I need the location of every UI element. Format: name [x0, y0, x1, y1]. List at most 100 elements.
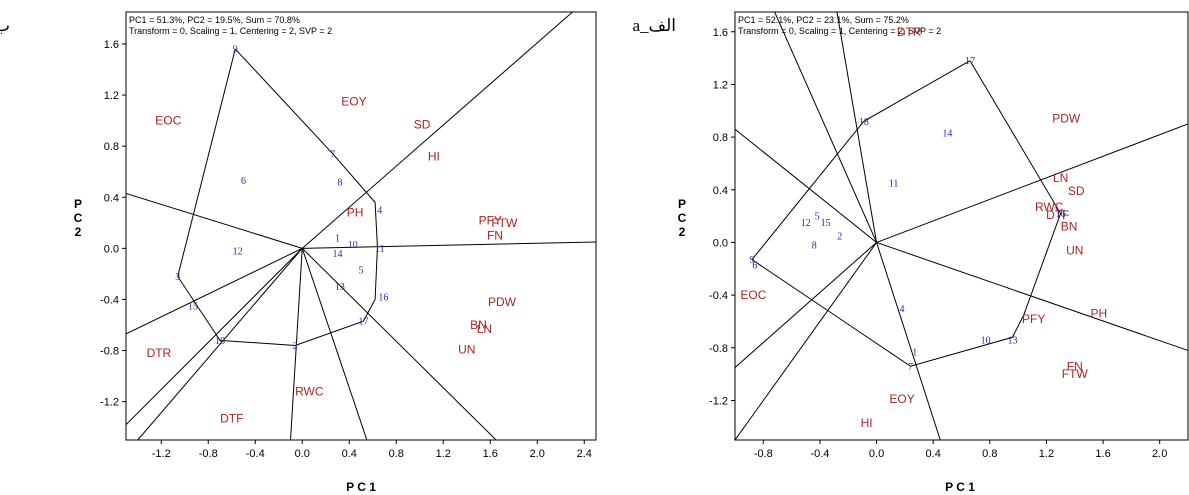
x-tick-label-b-4: 0.4	[342, 448, 357, 460]
genotype-label-a-2: 2	[837, 231, 842, 242]
y-tick-label-b-6: 1.2	[104, 90, 119, 102]
genotype-label-b-1: 1	[335, 234, 340, 245]
y-tick-label-b-0: -1.2	[100, 397, 119, 409]
x-tick-label-b-9: 2.4	[577, 448, 592, 460]
y-tick-label-b-1: -0.8	[100, 346, 119, 358]
genotype-label-b-12: 12	[233, 246, 243, 257]
genotype-label-a-7: 7	[908, 362, 913, 373]
trait-label-b-pdw: PDW	[488, 295, 517, 309]
y-tick-label-b-2: -0.4	[100, 294, 119, 306]
y-axis-b: -1.2 -0.8 -0.4 0.0 0.4 0.8 1.2 1.6	[100, 39, 126, 409]
x-axis-label-a: P C 1	[945, 480, 975, 494]
trait-label-b-ln: LN	[477, 322, 492, 336]
y-axis-label-a: P C 2	[678, 197, 687, 239]
sector-ray-b-1	[126, 192, 303, 249]
y-tick-label-b-3: 0.0	[104, 243, 119, 255]
x-tick-label-a-7: 2.0	[1152, 448, 1167, 460]
trait-label-a-rwc: RWC	[1035, 200, 1064, 214]
y-tick-label-a-1: -0.8	[709, 343, 728, 355]
genotype-label-b-11: 11	[375, 244, 385, 255]
trait-label-b-dtf: DTF	[220, 411, 243, 425]
genotype-label-b-17: 17	[358, 317, 368, 328]
genotype-label-a-13: 13	[1007, 335, 1017, 346]
header-line1-a: PC1 = 52.1%, PC2 = 23.1%, Sum = 75.2%	[738, 15, 909, 25]
sector-ray-b-2	[302, 241, 596, 249]
genotype-label-b-13: 13	[335, 282, 345, 293]
sector-ray-a-7	[876, 242, 941, 440]
x-axis-b: -1.2 -0.8 -0.4 0.0 0.4 0.8 1.2 1.6 2.0 2.4	[152, 440, 592, 460]
header-line2-b: Transform = 0, Scaling = 1, Centering = …	[129, 26, 332, 36]
y-axis-a: -1.2 -0.8 -0.4 0.0 0.4 0.8 1.2 1.6	[709, 27, 735, 407]
sector-rays-b	[126, 12, 596, 440]
trait-label-a-hi: HI	[861, 416, 873, 430]
trait-label-a-pfy: PFY	[1022, 312, 1045, 326]
trait-label-b-sd: SD	[414, 117, 431, 131]
sector-ray-a-5	[735, 242, 877, 368]
trait-label-b-ph: PH	[347, 206, 364, 220]
trait-label-a-dtf: DTF	[1046, 208, 1069, 222]
x-tick-label-b-8: 2.0	[530, 448, 545, 460]
trait-label-a-ph: PH	[1090, 307, 1107, 321]
genotype-label-a-16: 16	[1056, 209, 1066, 220]
genotype-label-b-14: 14	[333, 249, 343, 260]
genotype-label-b-18: 18	[215, 336, 225, 347]
y-axis-label-b: P C 2	[74, 197, 83, 239]
trait-label-b-un: UN	[458, 342, 475, 356]
trait-label-a-fn: FN	[1067, 359, 1083, 373]
trait-label-a-un: UN	[1066, 243, 1083, 257]
y-tick-label-a-2: -0.4	[709, 290, 728, 302]
genotype-label-b-16: 16	[378, 292, 388, 303]
sector-ray-b-5	[126, 248, 303, 426]
sector-ray-b-3	[301, 12, 573, 249]
genotype-label-b-5: 5	[359, 266, 364, 277]
y-axis-label-b-line2: C	[74, 211, 83, 225]
genotype-label-a-5: 5	[815, 212, 820, 223]
genotype-label-b-15: 15	[188, 301, 198, 312]
genotype-label-a-11: 11	[889, 179, 899, 190]
x-tick-label-a-3: 0.4	[926, 448, 941, 460]
trait-label-a-eoc: EOC	[740, 288, 766, 302]
panel-label-a: الف_a	[632, 16, 676, 35]
sector-ray-b-9	[301, 248, 497, 440]
genotype-label-a-8: 8	[812, 241, 817, 252]
trait-label-b-bn: BN	[470, 318, 487, 332]
plot-frame-a	[734, 11, 1189, 441]
sector-ray-a-3	[876, 241, 1189, 351]
genotype-label-b-9: 9	[233, 45, 238, 56]
x-tick-label-a-6: 1.6	[1095, 448, 1110, 460]
genotype-label-b-10: 10	[348, 240, 358, 251]
x-tick-label-b-1: -0.8	[199, 448, 218, 460]
x-tick-label-b-3: 0.0	[295, 448, 310, 460]
genotype-label-a-14: 14	[942, 129, 952, 140]
sector-ray-a-8	[836, 12, 878, 243]
y-tick-label-b-7: 1.6	[104, 39, 119, 51]
plot-frame-b	[125, 11, 597, 441]
genotype-label-b-2: 2	[293, 341, 298, 352]
x-tick-label-b-2: -0.4	[246, 448, 265, 460]
sector-ray-a-4	[735, 128, 877, 243]
trait-label-b-dtr: DTR	[147, 346, 172, 360]
y-axis-label-b-line1: P	[74, 197, 82, 211]
y-tick-label-b-4: 0.4	[104, 192, 119, 204]
genotype-label-a-9: 9	[749, 255, 754, 266]
trait-label-a-pdw: PDW	[1052, 112, 1081, 126]
genotype-label-a-12: 12	[801, 218, 811, 229]
trait-label-a-dtr: DTR	[897, 25, 922, 39]
polygon-a	[751, 60, 1062, 367]
x-tick-label-b-7: 1.6	[483, 448, 498, 460]
y-tick-label-a-3: 0.0	[713, 237, 728, 249]
genotype-label-a-15: 15	[821, 218, 831, 229]
header-line2-a: Transform = 0, Scaling = 1, Centering = …	[738, 26, 941, 36]
x-tick-label-b-5: 0.8	[389, 448, 404, 460]
sector-ray-b-7	[290, 248, 303, 440]
genotype-label-a-10: 10	[981, 335, 991, 346]
y-tick-label-a-7: 1.6	[713, 27, 728, 39]
sector-ray-a-2	[876, 123, 1189, 243]
y-axis-label-a-line3: 2	[679, 225, 686, 239]
genotype-label-a-17: 17	[965, 56, 975, 67]
y-axis-label-a-line1: P	[678, 197, 686, 211]
trait-label-b-eoc: EOC	[155, 114, 181, 128]
